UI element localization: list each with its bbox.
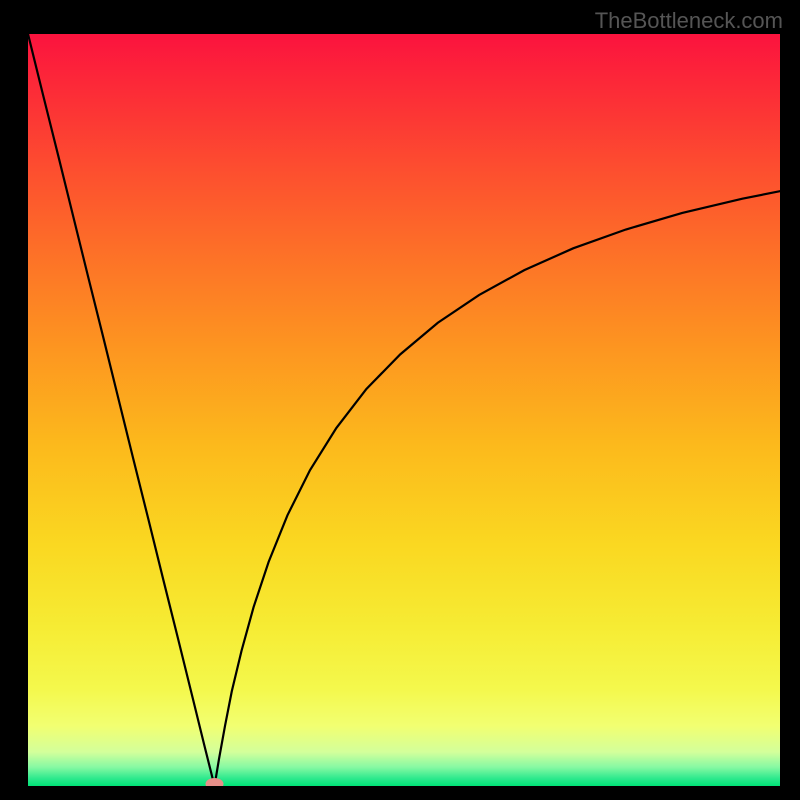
plot-frame — [28, 34, 780, 786]
chart-stage: TheBottleneck.com — [0, 0, 800, 800]
watermark-text: TheBottleneck.com — [595, 8, 783, 34]
